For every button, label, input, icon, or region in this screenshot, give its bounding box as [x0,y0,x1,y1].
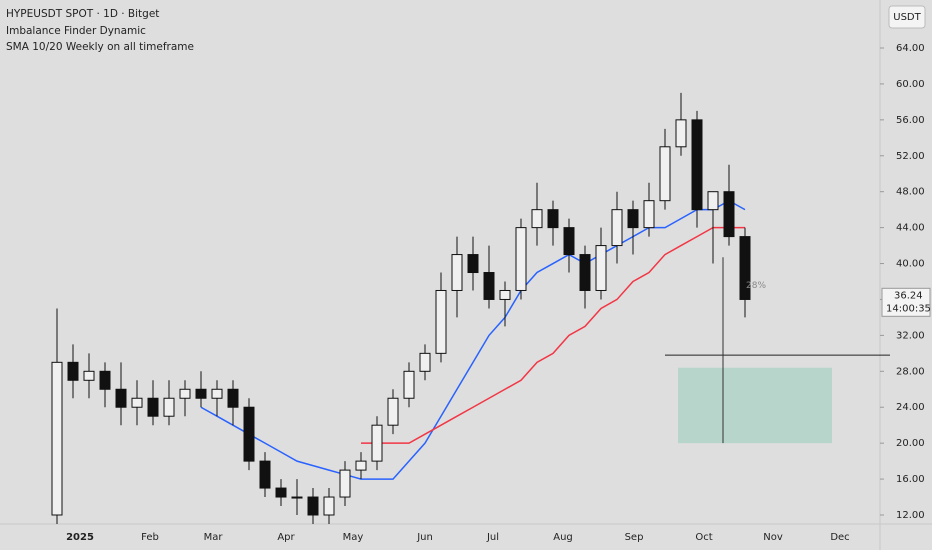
candle-body [67,361,79,381]
candle-body [595,245,607,291]
candle-body [339,469,351,498]
candle-body [163,397,175,417]
price-label: 36.24 [894,290,923,301]
candle-body [499,289,511,300]
y-tick-label: 32.00 [896,330,925,341]
x-tick-label: May [343,532,364,543]
price-box [881,287,931,317]
candle-body [83,370,95,381]
candle-body [115,388,127,408]
candle-body [611,209,623,247]
candle-body [659,146,671,202]
candle-body [211,388,223,399]
candle-body [243,406,255,462]
candle-body [627,209,639,229]
candle-body [435,289,447,354]
candle-body [467,254,479,274]
candle-body [531,209,543,229]
x-tick-label: Feb [141,532,159,543]
candle-body [195,388,207,399]
candle-body [179,388,191,399]
candle-body [147,397,159,417]
currency[interactable]: USDT [893,12,921,23]
x-tick-label: 2025 [66,532,94,543]
x-tick-label: Aug [553,532,573,543]
y-tick-label: 20.00 [896,438,925,449]
y-tick-label: 60.00 [896,79,925,90]
candle-body [691,119,703,211]
candle-body [419,352,431,372]
candle-body [259,460,271,489]
y-tick-label: 16.00 [896,474,925,485]
candle-body [451,254,463,291]
x-tick-label: Jun [416,532,433,543]
candle-body [387,397,399,426]
y-tick-label: 64.00 [896,43,925,54]
y-tick-label: 12.00 [896,510,925,521]
candle-body [131,397,143,408]
x-tick-label: Mar [204,532,224,543]
candle-body [723,191,735,238]
candle-body [355,460,367,471]
y-tick-label: 28.00 [896,366,925,377]
candle-body [307,496,319,516]
candle-body [707,191,719,211]
candle-body [739,236,751,300]
candle-body [371,424,383,462]
candle-body [675,119,687,148]
x-tick-label: Dec [830,532,849,543]
x-tick-label: Apr [277,532,295,543]
candle-body [515,227,527,291]
candle-body [227,388,239,408]
candle-body [323,496,335,516]
chart-title: HYPEUSDT SPOT · 1D · Bitget [6,8,159,20]
candle-body [483,272,495,300]
x-tick-label: Nov [763,532,783,543]
candle-body [99,370,111,390]
y-tick-label: 44.00 [896,223,925,234]
y-tick-label: 40.00 [896,259,925,270]
candle-body [51,361,63,516]
x-tick-label: Oct [695,532,712,543]
candle-body [547,209,559,229]
imbalance-zone [678,367,832,444]
y-tick-label: 48.00 [896,187,925,198]
x-tick-label: Sep [625,532,644,543]
sma-line [361,226,745,444]
candle-body [579,254,591,291]
y-tick-label: 56.00 [896,115,925,126]
currency-box[interactable] [888,5,926,29]
y-tick-label: 52.00 [896,151,925,162]
indicator-label: SMA 10/20 Weekly on all timeframe [6,41,194,53]
candle-body [403,370,415,399]
change-label: 28% [746,281,766,291]
candle-body [563,227,575,256]
indicator-label: Imbalance Finder Dynamic [6,25,146,37]
countdown: 14:00:35 [886,303,931,314]
y-tick-label: 24.00 [896,402,925,413]
candle-body [291,496,303,499]
candle-body [643,200,655,229]
candle-body [275,487,287,498]
x-tick-label: Jul [486,532,499,543]
